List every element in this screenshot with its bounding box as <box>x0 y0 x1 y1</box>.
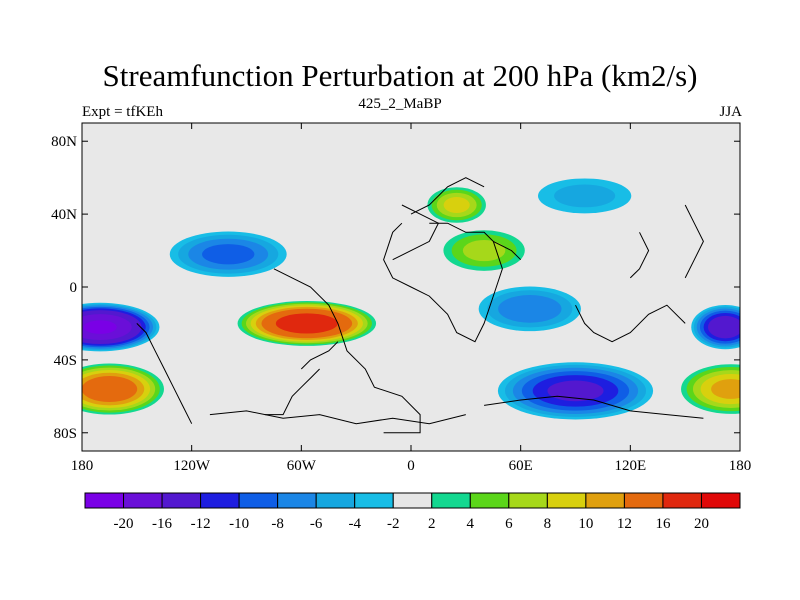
colorbar-swatch <box>84 492 125 509</box>
coastline-segment <box>684 204 704 279</box>
colorbar-label: -16 <box>152 516 172 532</box>
colorbar-label: -12 <box>191 516 211 532</box>
x-tick-label: 60W <box>287 458 317 474</box>
colorbar-label: -6 <box>310 516 323 532</box>
negative-anomaly <box>691 304 740 350</box>
colorbar-swatch <box>123 492 163 509</box>
colorbar-label: 4 <box>467 516 475 532</box>
colorbar-swatch <box>431 492 471 509</box>
left-string: Expt = tfKEh <box>82 104 163 120</box>
positive-anomaly <box>82 363 164 415</box>
coastline-segment <box>410 177 485 215</box>
x-tick-label: 60E <box>509 458 533 474</box>
x-tick-label: 0 <box>407 458 415 474</box>
coastline-segment <box>392 204 440 261</box>
contour-band <box>443 197 470 213</box>
positive-anomaly <box>427 187 486 223</box>
colorbar-swatch <box>546 492 587 509</box>
colorbar-swatch <box>315 492 356 509</box>
contour-band <box>547 380 604 402</box>
negative-anomaly <box>537 178 632 214</box>
colorbar-label: 12 <box>617 516 632 532</box>
y-tick-label: 40N <box>51 207 77 223</box>
coastline-segment <box>273 268 421 434</box>
contour-band <box>498 295 562 323</box>
colorbar-label: -4 <box>348 516 361 532</box>
colorbar-swatch <box>700 492 741 509</box>
colorbar-swatch <box>161 492 202 509</box>
contour-band <box>275 313 338 334</box>
contour-band <box>708 315 740 339</box>
colorbar-swatch <box>662 492 702 509</box>
colorbar-swatch <box>277 492 317 509</box>
colorbar-swatch <box>585 492 625 509</box>
contour-band <box>82 376 138 403</box>
negative-anomaly <box>478 286 581 332</box>
x-tick-label: 120E <box>614 458 646 474</box>
positive-anomaly <box>237 301 377 346</box>
colorbar-swatch <box>623 492 664 509</box>
colorbar-label: 20 <box>694 516 709 532</box>
coastline-segment <box>300 341 339 370</box>
colorbar-label: -2 <box>387 516 400 532</box>
negative-anomaly <box>82 302 160 352</box>
x-tick-label: 180 <box>71 458 94 474</box>
colorbar-label: -8 <box>271 516 284 532</box>
colorbar-swatch <box>469 492 510 509</box>
x-tick-label: 120W <box>173 458 211 474</box>
chart-title: Streamfunction Perturbation at 200 hPa (… <box>102 58 698 93</box>
y-tick-label: 80S <box>54 426 77 442</box>
colorbar-label: 2 <box>428 516 436 532</box>
colorbar-swatch <box>200 492 240 509</box>
contour-band <box>711 379 740 399</box>
negative-anomaly <box>497 362 654 420</box>
negative-anomaly <box>169 231 287 277</box>
center-string: 425_2_MaBP <box>358 96 442 112</box>
axis-ticks: 180 120W 60W 0 60E 120E 180 80N 40N 0 40S 80S <box>51 123 751 474</box>
colorbar-label: 6 <box>505 516 513 532</box>
coastline-segment <box>264 368 320 416</box>
positive-anomaly <box>681 364 740 414</box>
y-tick-label: 0 <box>70 280 78 296</box>
colorbar-label: 10 <box>578 516 593 532</box>
coastline-segment <box>484 395 704 419</box>
colorbar: -20 -16 -12 -10 -8 -6 -4 -2 2 4 6 8 10 12 16 20 <box>84 492 741 532</box>
coastline-segment <box>209 410 466 425</box>
coastline-segment <box>629 232 650 279</box>
colorbar-label: 16 <box>655 516 671 532</box>
right-string: JJA <box>719 104 742 120</box>
colorbar-label: -10 <box>229 516 249 532</box>
contour-band <box>83 320 117 334</box>
colorbar-swatch <box>392 492 433 509</box>
x-tick-label: 180 <box>729 458 752 474</box>
colorbar-swatch <box>238 492 279 509</box>
y-tick-label: 80N <box>51 134 77 150</box>
contour-band <box>554 184 616 208</box>
coastline <box>136 177 704 434</box>
positive-anomaly <box>443 230 525 271</box>
coastline-segment <box>575 304 686 343</box>
colorbar-label: -20 <box>114 516 134 532</box>
coastline-segment <box>383 222 503 343</box>
colorbar-swatch <box>508 492 548 509</box>
y-tick-label: 40S <box>54 353 77 369</box>
coastline-segment <box>136 323 193 424</box>
colorbar-swatch <box>354 492 394 509</box>
colorbar-label: 8 <box>544 516 552 532</box>
contour-band <box>202 244 255 265</box>
coastline-segment <box>493 240 522 261</box>
